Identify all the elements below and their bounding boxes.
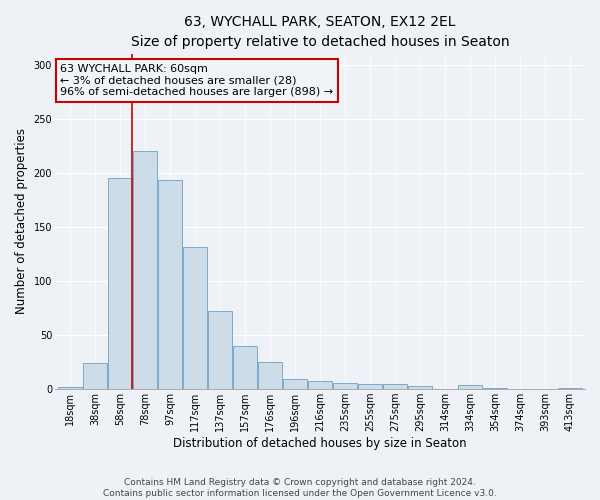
Bar: [383, 384, 407, 389]
Bar: [108, 178, 132, 389]
Bar: [458, 385, 482, 389]
Bar: [558, 388, 582, 389]
Bar: [308, 380, 332, 389]
Bar: [83, 363, 107, 389]
Bar: [208, 312, 232, 389]
Bar: [483, 388, 507, 389]
Bar: [333, 382, 357, 389]
Bar: [283, 380, 307, 389]
Text: 63 WYCHALL PARK: 60sqm
← 3% of detached houses are smaller (28)
96% of semi-deta: 63 WYCHALL PARK: 60sqm ← 3% of detached …: [60, 64, 334, 97]
Bar: [233, 346, 257, 389]
Bar: [58, 387, 82, 389]
Bar: [408, 386, 432, 389]
Bar: [258, 362, 282, 389]
Bar: [183, 248, 207, 389]
Y-axis label: Number of detached properties: Number of detached properties: [15, 128, 28, 314]
Bar: [133, 151, 157, 389]
X-axis label: Distribution of detached houses by size in Seaton: Distribution of detached houses by size …: [173, 437, 467, 450]
Bar: [158, 180, 182, 389]
Bar: [358, 384, 382, 389]
Title: 63, WYCHALL PARK, SEATON, EX12 2EL
Size of property relative to detached houses : 63, WYCHALL PARK, SEATON, EX12 2EL Size …: [131, 15, 509, 48]
Text: Contains HM Land Registry data © Crown copyright and database right 2024.
Contai: Contains HM Land Registry data © Crown c…: [103, 478, 497, 498]
